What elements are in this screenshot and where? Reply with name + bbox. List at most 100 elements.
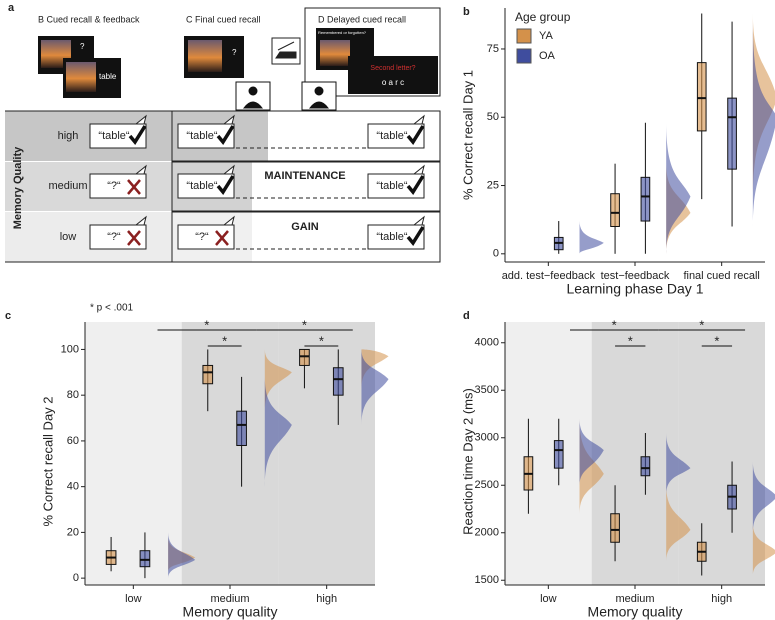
- category-background: [181, 322, 279, 585]
- y-tick-label: 75: [487, 43, 499, 55]
- row-label: medium: [48, 180, 87, 192]
- legend-swatch: [516, 28, 532, 44]
- y-tick-label: 2000: [475, 527, 499, 539]
- box: [299, 348, 310, 366]
- bubble-text: “table“: [376, 180, 408, 192]
- density: [752, 461, 775, 533]
- y-tick-label: 20: [67, 526, 79, 538]
- y-tick-label: 25: [487, 179, 499, 191]
- legend-label: OA: [539, 50, 556, 62]
- legend-swatch: [516, 48, 532, 64]
- bubble-text: “table“: [98, 130, 130, 142]
- row-label: high: [58, 130, 79, 142]
- panel-a: a B Cued recall & feedback C Final cued …: [5, 2, 441, 263]
- check-mark: [406, 125, 425, 145]
- bubble-text: “table“: [376, 130, 408, 142]
- density: [752, 21, 775, 227]
- density: [666, 485, 691, 562]
- x-tick-label: medium: [615, 593, 654, 605]
- box: [139, 550, 151, 568]
- screen-text: table: [99, 72, 117, 81]
- cross-mark: [127, 230, 141, 246]
- category-background: [85, 322, 182, 585]
- legend-label: YA: [539, 30, 554, 42]
- screen-image: [320, 40, 350, 66]
- significance-star: *: [612, 317, 617, 332]
- box: [640, 456, 651, 477]
- step-title: D Delayed cued recall: [318, 14, 406, 24]
- cross-mark: [127, 179, 141, 195]
- y-tick-label: 40: [67, 481, 79, 493]
- note: * p < .001: [90, 303, 134, 314]
- box: [696, 62, 707, 132]
- density: [666, 122, 691, 254]
- y-tick-label: 0: [73, 572, 79, 584]
- y-tick-label: 2500: [475, 479, 499, 491]
- y-axis-label: % Correct recall Day 1: [460, 70, 475, 200]
- density: [361, 349, 389, 425]
- category-background: [591, 322, 679, 585]
- check-mark: [216, 175, 235, 195]
- x-tick-label: low: [125, 593, 142, 605]
- significance-star: *: [714, 333, 719, 348]
- box: [332, 367, 344, 396]
- y-tick-label: 60: [67, 435, 79, 447]
- legend-title: Age group: [515, 10, 571, 24]
- bubble-text: “table“: [376, 231, 408, 243]
- y-tick-label: 3000: [475, 432, 499, 444]
- screen-image: [66, 62, 96, 92]
- bubble-text: “?“: [107, 231, 121, 243]
- bubble-text: “table“: [186, 130, 218, 142]
- step-frame: [304, 7, 441, 97]
- density: [666, 433, 691, 495]
- box: [610, 513, 620, 543]
- screen-text: ?: [80, 42, 85, 51]
- x-axis-label: Learning phase Day 1: [567, 281, 704, 297]
- panel-label: a: [8, 2, 15, 14]
- screen: [348, 56, 438, 94]
- y-tick-label: 100: [61, 343, 79, 355]
- row-label: low: [60, 231, 77, 243]
- screen-text: ?: [232, 48, 237, 57]
- box: [202, 364, 214, 385]
- category-background: [505, 322, 592, 585]
- step-title: B Cued recall & feedback: [38, 14, 140, 24]
- check-mark: [406, 226, 425, 246]
- box: [610, 193, 620, 227]
- check-mark: [406, 175, 425, 195]
- x-tick-label: high: [316, 593, 337, 605]
- box: [640, 176, 651, 222]
- significance-star: *: [699, 317, 704, 332]
- bubble-text: “table“: [186, 180, 218, 192]
- category-background: [678, 322, 765, 585]
- box: [727, 97, 737, 170]
- screen-image: [188, 40, 222, 72]
- significance-star: *: [319, 333, 324, 348]
- panel-label: d: [463, 310, 470, 322]
- bubble-text: “?“: [107, 180, 121, 192]
- y-tick-label: 4000: [475, 337, 499, 349]
- box: [553, 440, 564, 469]
- screen-text: Remembered or forgotten?: [318, 30, 367, 35]
- check-mark: [128, 125, 147, 145]
- memory-quality-title: Memory Quality: [12, 146, 24, 229]
- density: [361, 349, 389, 389]
- x-axis-label: Memory quality: [588, 604, 683, 620]
- y-tick-label: 80: [67, 389, 79, 401]
- x-axis-label: Memory quality: [183, 604, 278, 620]
- y-axis-label: % Correct recall Day 2: [40, 396, 55, 526]
- box: [236, 410, 247, 446]
- transition-label: GAIN: [291, 221, 319, 233]
- significance-star: *: [222, 333, 227, 348]
- x-tick-label: high: [711, 593, 732, 605]
- transition-label: MAINTENANCE: [264, 170, 345, 182]
- bubble-text: “?“: [195, 231, 209, 243]
- y-axis-label: Reaction time Day 2 (ms): [460, 388, 475, 535]
- screen-text: Second letter?: [370, 65, 415, 72]
- y-tick-label: 3500: [475, 384, 499, 396]
- cross-mark: [215, 230, 229, 246]
- density: [264, 349, 292, 412]
- y-tick-label: 1500: [475, 574, 499, 586]
- x-tick-label: low: [540, 593, 557, 605]
- x-tick-label: add. test−feedback: [502, 270, 596, 282]
